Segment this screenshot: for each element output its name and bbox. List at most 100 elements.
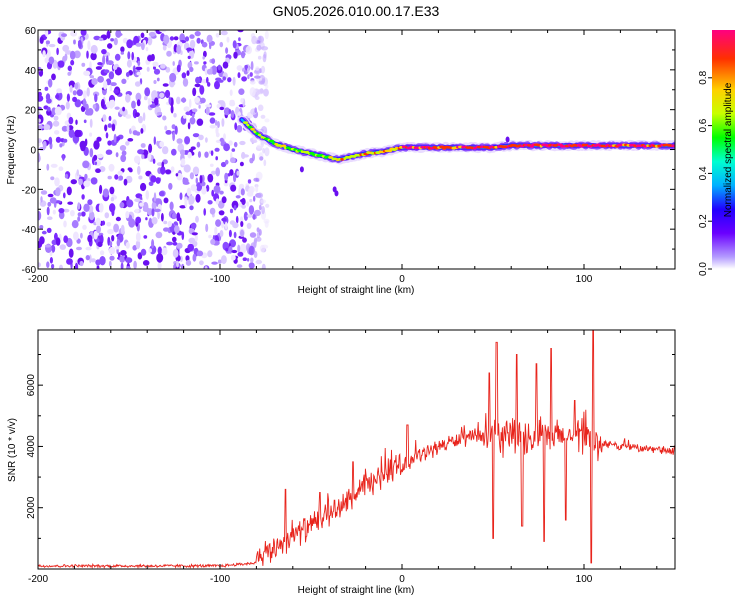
noise-blob xyxy=(122,106,125,112)
noise-blob xyxy=(94,93,98,103)
noise-blob xyxy=(126,39,133,49)
noise-blob xyxy=(223,133,226,140)
noise-blob xyxy=(57,60,65,68)
noise-blob xyxy=(132,245,137,251)
noise-blob xyxy=(51,73,56,81)
noise-blob xyxy=(205,137,208,143)
noise-blob xyxy=(148,31,156,37)
noise-blob xyxy=(38,124,44,130)
noise-blob xyxy=(46,261,50,269)
noise-blob xyxy=(237,244,241,253)
noise-blob xyxy=(253,239,257,248)
noise-blob xyxy=(264,220,269,228)
noise-blob xyxy=(54,130,60,135)
colorbar-tick-label: 0.4 xyxy=(698,166,709,180)
noise-blob xyxy=(85,255,91,261)
noise-blob xyxy=(125,114,132,119)
noise-blob xyxy=(159,92,165,99)
noise-blob xyxy=(118,175,124,181)
noise-blob xyxy=(257,55,262,60)
noise-blob xyxy=(190,222,197,229)
noise-blob xyxy=(47,216,53,220)
noise-blob xyxy=(215,167,220,177)
noise-blob xyxy=(207,200,213,205)
noise-blob xyxy=(151,201,157,211)
noise-blob xyxy=(175,173,179,177)
noise-blob xyxy=(61,125,68,132)
noise-blob xyxy=(195,193,201,203)
noise-blob xyxy=(134,198,141,203)
spectrogram-heatmap xyxy=(38,30,675,269)
noise-blob xyxy=(183,106,190,112)
ridge-peak xyxy=(671,144,675,148)
y-tick-label: 60 xyxy=(25,26,37,37)
noise-blob xyxy=(223,181,229,187)
noise-blob xyxy=(151,90,158,100)
noise-blob xyxy=(248,187,254,196)
noise-blob xyxy=(254,209,261,217)
noise-blob xyxy=(231,148,236,152)
noise-blob xyxy=(99,184,103,194)
noise-blob xyxy=(239,161,244,167)
noise-blob xyxy=(162,83,169,87)
noise-blob xyxy=(234,122,238,131)
x-tick-label: 0 xyxy=(399,274,405,285)
noise-blob xyxy=(191,113,195,118)
noise-blob xyxy=(192,87,197,97)
noise-blob xyxy=(74,82,79,90)
noise-blob xyxy=(184,198,188,208)
noise-blob xyxy=(231,200,239,209)
noise-blob xyxy=(114,106,120,110)
noise-blob xyxy=(253,251,258,258)
noise-blob xyxy=(222,76,226,81)
noise-blob xyxy=(191,232,198,236)
noise-blob xyxy=(119,145,127,151)
noise-blob xyxy=(265,203,270,208)
noise-blob xyxy=(176,212,181,222)
noise-blob xyxy=(97,62,103,66)
noise-blob xyxy=(52,120,60,127)
noise-blob xyxy=(180,255,183,262)
noise-blob xyxy=(217,259,222,264)
x-tick-label: -200 xyxy=(28,274,48,285)
noise-blob xyxy=(155,177,161,184)
ridge-peak xyxy=(247,125,253,129)
noise-blob xyxy=(192,240,198,247)
noise-blob xyxy=(132,130,138,136)
noise-blob xyxy=(184,136,191,145)
noise-blob xyxy=(93,230,98,240)
noise-blob xyxy=(51,264,55,269)
noise-blob xyxy=(131,51,134,61)
noise-blob xyxy=(237,72,241,79)
noise-blob xyxy=(189,205,194,211)
noise-blob xyxy=(103,80,108,90)
noise-blob xyxy=(38,142,41,147)
noise-blob xyxy=(194,97,201,103)
noise-blob xyxy=(81,211,86,217)
noise-blob xyxy=(167,220,172,228)
noise-blob xyxy=(43,124,51,131)
noise-blob xyxy=(211,65,218,75)
noise-blob xyxy=(164,125,168,131)
noise-blob xyxy=(53,115,59,121)
noise-blob xyxy=(148,248,152,253)
noise-blob xyxy=(77,202,81,210)
noise-blob xyxy=(125,72,130,77)
noise-blob xyxy=(55,94,60,100)
noise-blob xyxy=(125,242,130,249)
noise-blob xyxy=(228,109,231,114)
noise-blob xyxy=(194,30,201,37)
noise-blob xyxy=(128,168,133,173)
noise-blob xyxy=(229,208,234,214)
noise-blob xyxy=(160,63,166,69)
noise-blob xyxy=(189,39,196,49)
noise-blob xyxy=(58,208,65,214)
noise-blob xyxy=(218,79,224,83)
noise-blob xyxy=(153,80,157,84)
noise-blob xyxy=(83,203,90,212)
noise-blob xyxy=(147,152,152,162)
noise-blob xyxy=(139,202,144,207)
noise-blob xyxy=(214,147,220,152)
y-tick-label: -20 xyxy=(22,185,37,196)
